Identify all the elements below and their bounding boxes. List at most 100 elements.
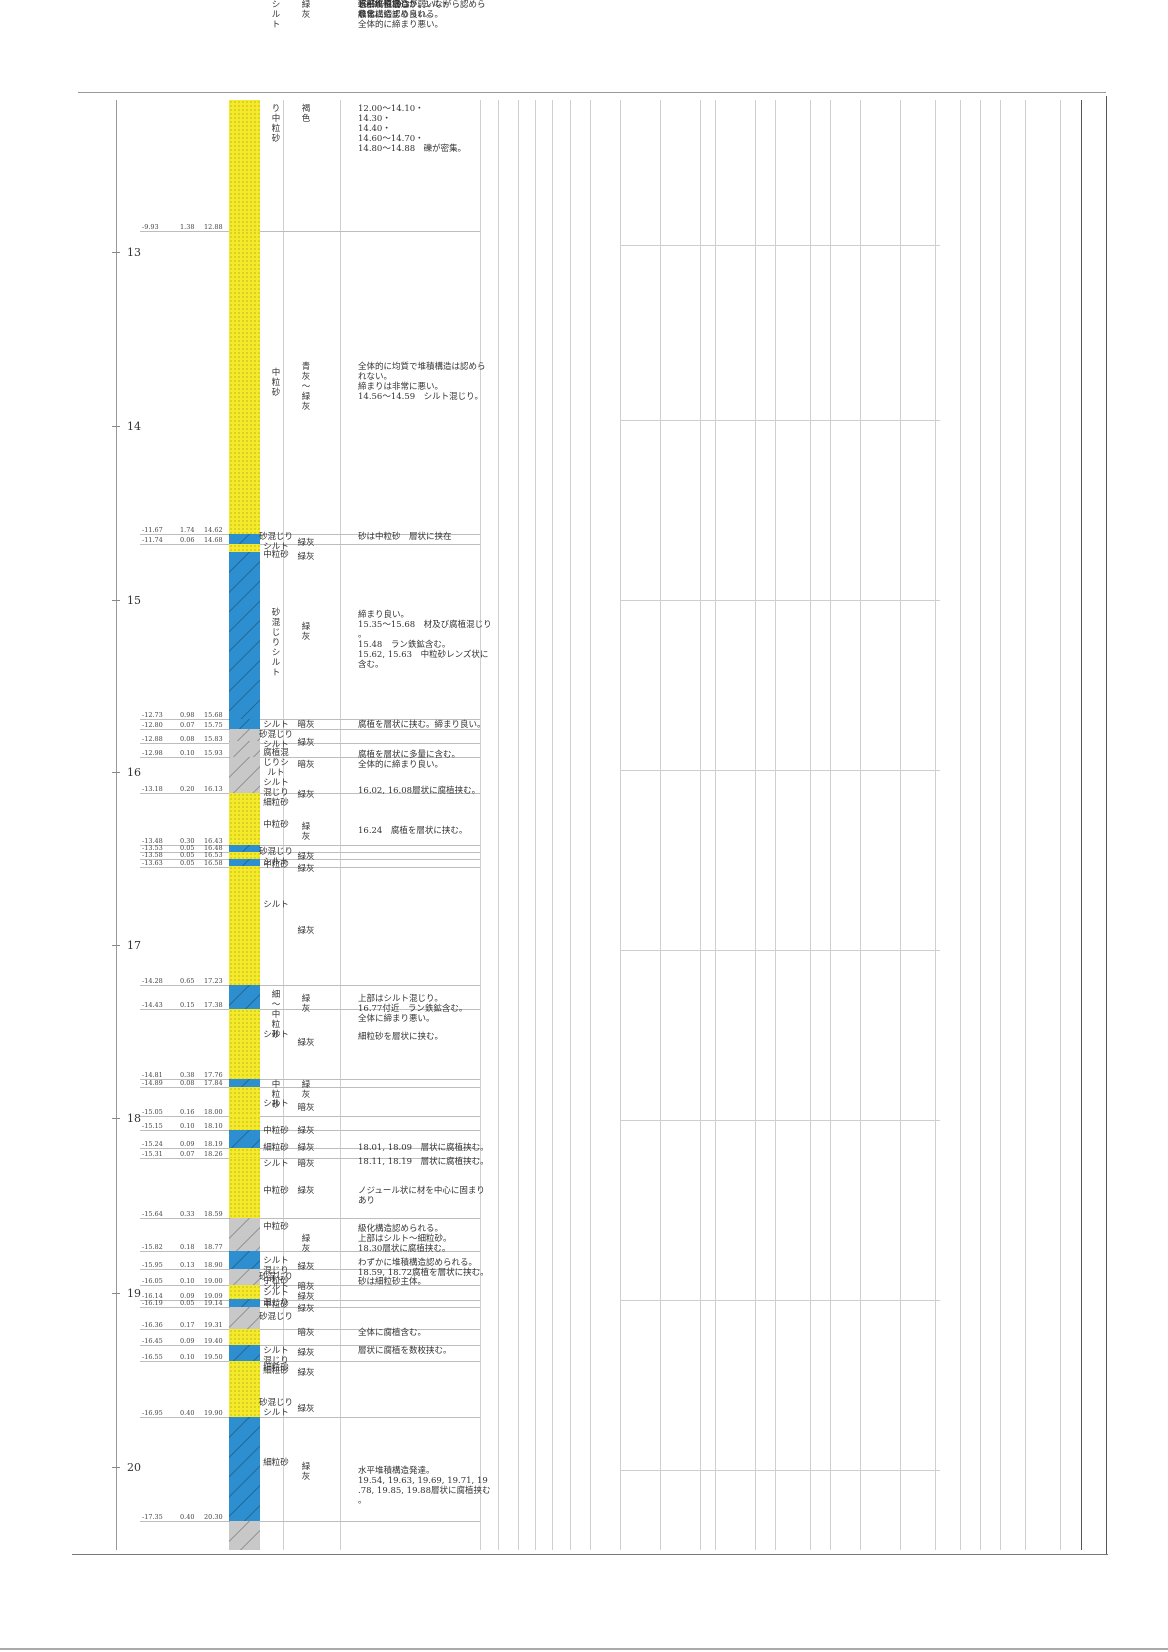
grid-hline <box>620 1470 940 1471</box>
depth-label: 20 <box>127 1461 141 1474</box>
soil-color: 緑灰 <box>297 1348 315 1358</box>
grid-hline <box>620 420 940 421</box>
soil-name: 細粒砂 <box>263 1458 289 1468</box>
marker-depth: 14.62 <box>204 526 223 534</box>
marker-thick: 0.30 <box>180 837 195 845</box>
grid-vline <box>1025 100 1026 1550</box>
grid-vline <box>715 100 716 1550</box>
marker-depth: 19.09 <box>204 1292 223 1300</box>
marker-elev: -16.19 <box>142 1299 163 1307</box>
soil-name: シルト <box>263 1030 289 1040</box>
soil-color: 緑灰 <box>297 1404 315 1414</box>
marker-elev: -15.82 <box>142 1243 163 1251</box>
marker-depth: 17.23 <box>204 977 223 985</box>
marker-thick: 0.07 <box>180 721 195 729</box>
marker-depth: 15.93 <box>204 749 223 757</box>
marker-elev: -12.80 <box>142 721 163 729</box>
column-silt-segment <box>229 1079 260 1087</box>
soil-color: 暗灰 <box>297 720 315 730</box>
marker-depth: 19.00 <box>204 1277 223 1285</box>
soil-name: シルト <box>263 1099 289 1109</box>
marker-thick: 0.10 <box>180 1277 195 1285</box>
marker-elev: -14.43 <box>142 1001 163 1009</box>
layer-description: 全体的に均質で堆積構造は認めら れない。 締まりは非常に悪い。 14.56〜14… <box>358 362 486 402</box>
marker-thick: 1.74 <box>180 526 195 534</box>
marker-rule <box>140 852 480 853</box>
soil-name: 細粒砂 <box>263 1143 289 1153</box>
soil-name: 砂混じり シルト <box>258 1272 293 1292</box>
depth-label: 18 <box>127 1112 141 1125</box>
marker-thick: 0.09 <box>180 1292 195 1300</box>
soil-name: 砂混じり シルト <box>258 730 293 750</box>
layer-description: 水平堆積構造が弱いながら認めら れる。 全体的に締まり悪い。 <box>358 0 486 30</box>
column-sand-segment <box>229 1285 260 1299</box>
marker-thick: 0.40 <box>180 1513 195 1521</box>
marker-thick: 0.33 <box>180 1210 195 1218</box>
marker-rule <box>140 1148 480 1149</box>
soil-name: 砂混じり シルト <box>258 532 293 552</box>
soil-name: 細 〜 中 粒 砂 <box>271 990 281 1040</box>
soil-color: 緑 灰 <box>301 1080 311 1100</box>
soil-color: 緑灰 <box>297 1038 315 1048</box>
soil-color: 暗灰 <box>297 1159 315 1169</box>
marker-elev: -9.93 <box>142 223 159 231</box>
soil-name: 中粒砂 <box>263 1222 289 1232</box>
marker-depth: 12.88 <box>204 223 223 231</box>
layer-description: 水平堆積構造発達。 19.54, 19.63, 19.69, 19.71, 19… <box>358 1466 491 1506</box>
layer-description: 軽石？混じり <box>358 0 410 10</box>
marker-elev: -11.74 <box>142 536 163 544</box>
marker-rule <box>140 1521 480 1522</box>
marker-rule <box>140 1307 480 1308</box>
marker-depth: 18.19 <box>204 1140 223 1148</box>
layer-description: 締まり良い。 15.35〜15.68 材及び腐植混じり 。 15.48 ラン鉄鉱… <box>358 610 492 670</box>
marker-thick: 0.07 <box>180 1150 195 1158</box>
marker-rule <box>140 1361 480 1362</box>
soil-name: 中粒砂 <box>263 860 289 870</box>
grid-vline <box>755 100 756 1550</box>
marker-rule <box>140 729 480 730</box>
column-sand-segment <box>229 1087 260 1116</box>
marker-elev: -15.95 <box>142 1261 163 1269</box>
marker-rule <box>140 1009 480 1010</box>
marker-thick: 0.05 <box>180 844 195 852</box>
frame-top <box>78 92 1106 93</box>
depth-label: 19 <box>127 1287 141 1300</box>
soil-color: 緑灰 <box>297 1368 315 1378</box>
marker-elev: -13.18 <box>142 785 163 793</box>
marker-depth: 15.83 <box>204 735 223 743</box>
soil-color: 緑灰 <box>297 1126 315 1136</box>
grid-vline <box>480 100 481 1550</box>
marker-rule <box>140 1417 480 1418</box>
marker-thick: 0.06 <box>180 536 195 544</box>
layer-description: 下部腐植混じり。 非常に締まり良い。 <box>358 0 435 20</box>
grid-vline <box>283 100 284 1550</box>
column-sand-segment <box>229 100 260 231</box>
marker-rule <box>140 845 480 846</box>
column-silt-segment <box>229 985 260 1009</box>
marker-elev: -13.58 <box>142 851 163 859</box>
marker-elev: -14.28 <box>142 977 163 985</box>
grid-vline <box>620 100 621 1550</box>
marker-elev: -12.98 <box>142 749 163 757</box>
column-sand-segment <box>229 1361 260 1417</box>
layer-description: 18.01, 18.09 層状に腐植挟む。 <box>358 1143 489 1153</box>
column-sand-segment <box>229 1158 260 1218</box>
marker-thick: 0.10 <box>180 749 195 757</box>
marker-thick: 0.16 <box>180 1108 195 1116</box>
marker-thick: 0.17 <box>180 1321 195 1329</box>
depth-label: 14 <box>127 420 141 433</box>
layer-description: 砂は中粒砂 層状に挟在 <box>358 532 452 542</box>
marker-rule <box>140 1329 480 1330</box>
marker-thick: 0.09 <box>180 1140 195 1148</box>
marker-rule <box>140 757 480 758</box>
grid-hline <box>620 1120 940 1121</box>
marker-depth: 18.00 <box>204 1108 223 1116</box>
depth-tick <box>112 252 120 253</box>
soil-color: 緑灰 <box>297 1292 315 1302</box>
marker-depth: 16.13 <box>204 785 223 793</box>
soil-name: 砂混じり <box>258 1312 293 1322</box>
column-gray-segment <box>229 1218 260 1251</box>
marker-depth: 17.38 <box>204 1001 223 1009</box>
depth-tick <box>112 945 120 946</box>
soil-color: 緑灰 <box>297 864 315 874</box>
